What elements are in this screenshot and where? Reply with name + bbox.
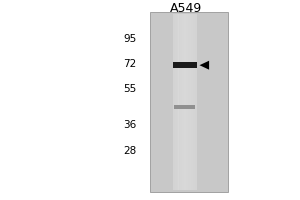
Bar	[193, 14, 194, 190]
Bar	[177, 14, 178, 190]
Bar	[176, 14, 177, 190]
Bar	[194, 14, 195, 190]
Bar	[172, 62, 197, 68]
Bar	[175, 14, 176, 190]
Bar	[174, 14, 175, 190]
Bar	[192, 14, 193, 190]
Bar	[189, 14, 190, 190]
Bar	[172, 14, 197, 190]
Bar	[188, 14, 189, 190]
Bar	[190, 14, 192, 190]
Bar	[186, 14, 187, 190]
Bar	[187, 14, 188, 190]
Bar	[180, 14, 181, 190]
Bar	[183, 14, 184, 190]
Text: 72: 72	[123, 59, 136, 69]
Text: 28: 28	[123, 146, 136, 156]
Text: 55: 55	[123, 84, 136, 94]
Bar	[172, 14, 174, 190]
Bar	[178, 14, 180, 190]
Text: A549: A549	[170, 2, 202, 16]
Bar	[150, 12, 228, 192]
Text: 36: 36	[123, 120, 136, 130]
Polygon shape	[200, 61, 209, 70]
Bar	[195, 14, 196, 190]
Bar	[182, 14, 183, 190]
Bar	[181, 14, 182, 190]
Bar	[184, 14, 186, 190]
Text: 95: 95	[123, 34, 136, 44]
Bar	[174, 105, 195, 109]
